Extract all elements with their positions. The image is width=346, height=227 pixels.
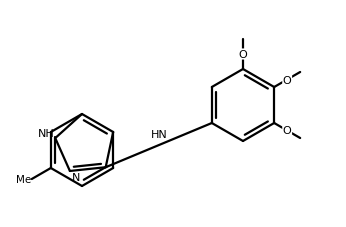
Text: O: O bbox=[283, 75, 292, 85]
Text: O: O bbox=[283, 126, 292, 136]
Text: HN: HN bbox=[151, 130, 167, 140]
Text: Me: Me bbox=[16, 174, 31, 184]
Text: O: O bbox=[239, 50, 247, 60]
Text: N: N bbox=[71, 172, 80, 182]
Text: NH: NH bbox=[37, 128, 54, 138]
